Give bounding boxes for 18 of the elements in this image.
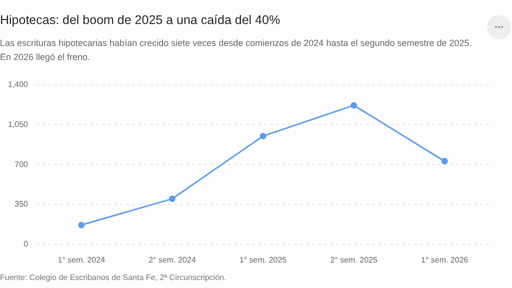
source-note: Fuente: Colegio de Escribanos de Santa Fe, 2ª Circunscripción. (0, 273, 226, 282)
y-tick-label: 1,400 (8, 80, 29, 90)
chart-title: Hipotecas: del boom de 2025 a una caída del 40% (0, 13, 280, 27)
y-tick-label: 700 (14, 160, 29, 169)
x-tick-label: 1° sem. 2026 (420, 255, 469, 264)
x-tick-label: 1° sem. 2025 (239, 255, 288, 264)
x-tick-label: 2° sem. 2025 (330, 255, 378, 264)
point (350, 102, 358, 109)
point (441, 158, 448, 164)
y-tick-label: 1,050 (8, 120, 29, 129)
point (168, 196, 176, 202)
point (260, 132, 266, 140)
point (78, 222, 85, 228)
y-tick-label: 0 (24, 240, 29, 249)
y-tick-label: 350 (14, 200, 29, 209)
chart-subtitle: Las escrituras hipotecarias habían crecido siete veces desde comienzos de 2024 hasta el segundo semestre de 2025. En 2026 llegó el freno. (0, 37, 473, 64)
x-tick-label: 1° sem. 2024 (58, 255, 106, 264)
x-tick-label: 2° sem. 2024 (148, 255, 196, 264)
